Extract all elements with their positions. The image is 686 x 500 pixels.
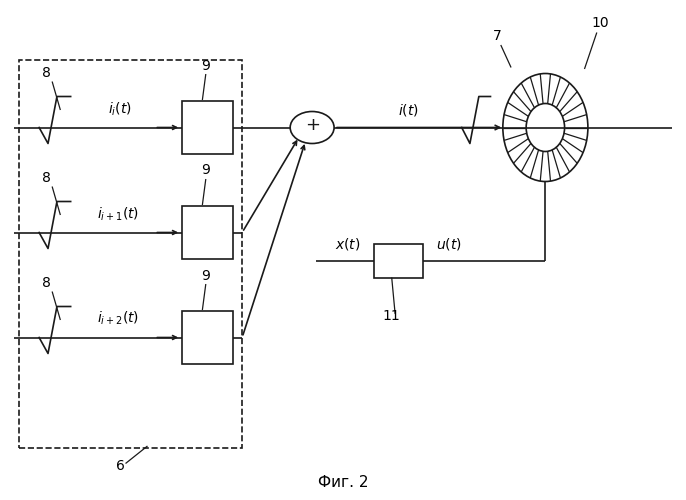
Text: $i_{i+2}(t)$: $i_{i+2}(t)$ — [97, 310, 139, 328]
Ellipse shape — [526, 104, 565, 152]
Text: 10: 10 — [591, 16, 609, 30]
Bar — [374, 244, 423, 278]
Bar — [182, 101, 233, 154]
Text: 6: 6 — [116, 458, 124, 472]
Bar — [182, 311, 233, 364]
Text: +: + — [305, 116, 320, 134]
Text: 11: 11 — [383, 308, 401, 322]
Text: Фиг. 2: Фиг. 2 — [318, 475, 368, 490]
Text: 9: 9 — [202, 268, 210, 282]
Text: 8: 8 — [43, 276, 51, 290]
Text: 8: 8 — [43, 66, 51, 80]
Text: $i_i(t)$: $i_i(t)$ — [108, 100, 132, 117]
Text: $i(t)$: $i(t)$ — [399, 102, 419, 117]
Bar — [182, 206, 233, 259]
Text: 7: 7 — [493, 28, 501, 42]
Text: $x(t)$: $x(t)$ — [335, 236, 361, 252]
Bar — [19, 60, 242, 448]
Text: 8: 8 — [43, 171, 51, 185]
Text: 9: 9 — [202, 58, 210, 72]
Text: 9: 9 — [202, 164, 210, 177]
Text: $u(t)$: $u(t)$ — [436, 236, 462, 252]
Text: $i_{i+1}(t)$: $i_{i+1}(t)$ — [97, 205, 139, 222]
